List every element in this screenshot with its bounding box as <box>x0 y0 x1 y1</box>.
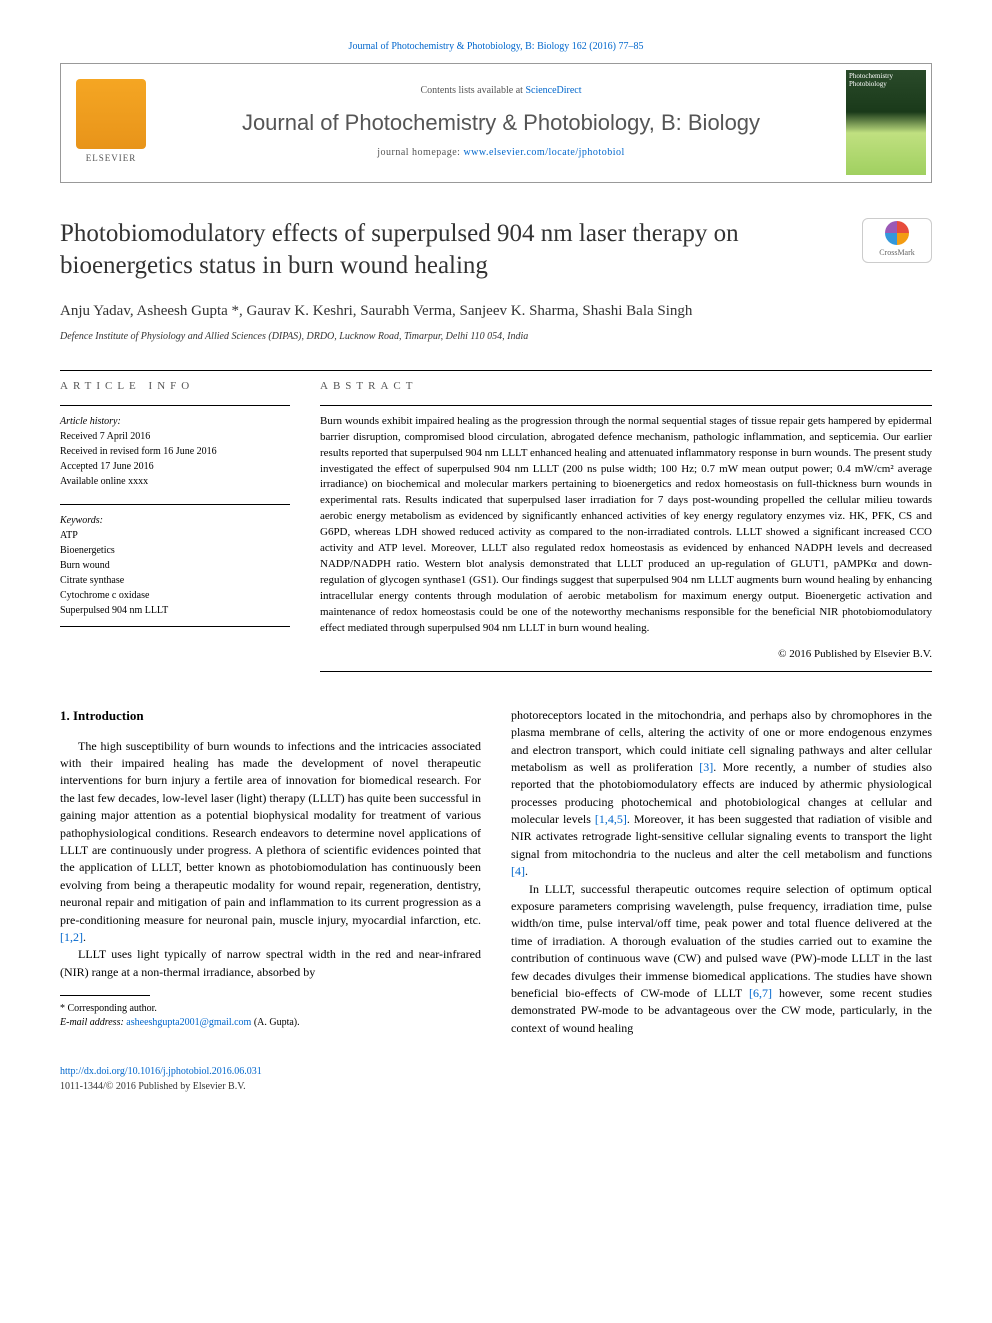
history-online: Available online xxxx <box>60 474 290 489</box>
divider <box>60 370 932 371</box>
abstract-column: abstract Burn wounds exhibit impaired he… <box>320 379 932 672</box>
keyword: Citrate synthase <box>60 573 290 588</box>
body-paragraph: The high susceptibility of burn wounds t… <box>60 738 481 947</box>
body-paragraph: photoreceptors located in the mitochondr… <box>511 707 932 881</box>
page-footer: http://dx.doi.org/10.1016/j.jphotobiol.2… <box>60 1065 932 1094</box>
corresponding-email-link[interactable]: asheeshgupta2001@gmail.com <box>126 1017 251 1028</box>
keyword: Burn wound <box>60 558 290 573</box>
publisher-name: ELSEVIER <box>86 152 137 165</box>
abstract-heading: abstract <box>320 379 932 395</box>
intro-heading: 1. Introduction <box>60 707 481 726</box>
body-paragraph: LLLT uses light typically of narrow spec… <box>60 946 481 981</box>
journal-cover-block <box>841 64 931 182</box>
history-received: Received 7 April 2016 <box>60 429 290 444</box>
keywords-block: Keywords: ATP Bioenergetics Burn wound C… <box>60 504 290 627</box>
corresponding-author-note: * Corresponding author. <box>60 1002 481 1016</box>
body-column-left: 1. Introduction The high susceptibility … <box>60 707 481 1037</box>
keyword: Cytochrome c oxidase <box>60 588 290 603</box>
abstract-text: Burn wounds exhibit impaired healing as … <box>320 405 932 637</box>
keyword: Bioenergetics <box>60 543 290 558</box>
keyword: Superpulsed 904 nm LLLT <box>60 603 290 618</box>
keywords-label: Keywords: <box>60 513 290 528</box>
body-paragraph: In LLLT, successful therapeutic outcomes… <box>511 881 932 1038</box>
email-label: E-mail address: <box>60 1017 126 1028</box>
issn-copyright-line: 1011-1344/© 2016 Published by Elsevier B… <box>60 1080 932 1095</box>
divider <box>320 671 932 672</box>
elsevier-tree-icon <box>76 79 146 149</box>
article-title: Photobiomodulatory effects of superpulse… <box>60 218 862 283</box>
body-column-right: photoreceptors located in the mitochondr… <box>511 707 932 1037</box>
contents-prefix: Contents lists available at <box>420 85 525 96</box>
authors-line: Anju Yadav, Asheesh Gupta *, Gaurav K. K… <box>60 301 932 323</box>
history-revised: Received in revised form 16 June 2016 <box>60 444 290 459</box>
para-text: The high susceptibility of burn wounds t… <box>60 739 481 927</box>
citation-link[interactable]: [4] <box>511 864 525 878</box>
homepage-link[interactable]: www.elsevier.com/locate/jphotobiol <box>463 147 624 158</box>
contents-line: Contents lists available at ScienceDirec… <box>166 84 836 99</box>
email-footnote: E-mail address: asheeshgupta2001@gmail.c… <box>60 1016 481 1030</box>
publisher-logo-block: ELSEVIER <box>61 64 161 182</box>
article-info-heading: article info <box>60 379 290 395</box>
para-text: . <box>525 864 528 878</box>
journal-cover-icon <box>846 70 926 175</box>
citation-link[interactable]: [1,2] <box>60 930 83 944</box>
history-accepted: Accepted 17 June 2016 <box>60 459 290 474</box>
para-text: In LLLT, successful therapeutic outcomes… <box>511 882 932 1000</box>
footnote-separator <box>60 995 150 996</box>
history-label: Article history: <box>60 414 290 429</box>
email-suffix: (A. Gupta). <box>251 1017 299 1028</box>
homepage-prefix: journal homepage: <box>377 147 463 158</box>
affiliation-line: Defence Institute of Physiology and Alli… <box>60 330 932 345</box>
abstract-copyright: © 2016 Published by Elsevier B.V. <box>320 647 932 663</box>
para-text: . <box>83 930 86 944</box>
header-center: Contents lists available at ScienceDirec… <box>161 64 841 182</box>
citation-link[interactable]: [6,7] <box>749 986 772 1000</box>
sciencedirect-link[interactable]: ScienceDirect <box>525 85 581 96</box>
crossmark-badge[interactable]: CrossMark <box>862 218 932 263</box>
journal-name: Journal of Photochemistry & Photobiology… <box>166 107 836 139</box>
journal-header-box: ELSEVIER Contents lists available at Sci… <box>60 63 932 183</box>
body-columns: 1. Introduction The high susceptibility … <box>60 707 932 1037</box>
citation-link[interactable]: [3] <box>699 760 713 774</box>
info-abstract-row: article info Article history: Received 7… <box>60 379 932 672</box>
running-header-link[interactable]: Journal of Photochemistry & Photobiology… <box>349 41 644 52</box>
citation-link[interactable]: [1,4,5] <box>595 812 627 826</box>
homepage-line: journal homepage: www.elsevier.com/locat… <box>166 146 836 161</box>
article-info-column: article info Article history: Received 7… <box>60 379 290 672</box>
crossmark-label: CrossMark <box>879 247 915 259</box>
running-header: Journal of Photochemistry & Photobiology… <box>60 40 932 55</box>
crossmark-icon <box>885 221 909 245</box>
title-row: Photobiomodulatory effects of superpulse… <box>60 218 932 283</box>
doi-link[interactable]: http://dx.doi.org/10.1016/j.jphotobiol.2… <box>60 1066 262 1077</box>
article-history-block: Article history: Received 7 April 2016 R… <box>60 405 290 489</box>
keyword: ATP <box>60 528 290 543</box>
